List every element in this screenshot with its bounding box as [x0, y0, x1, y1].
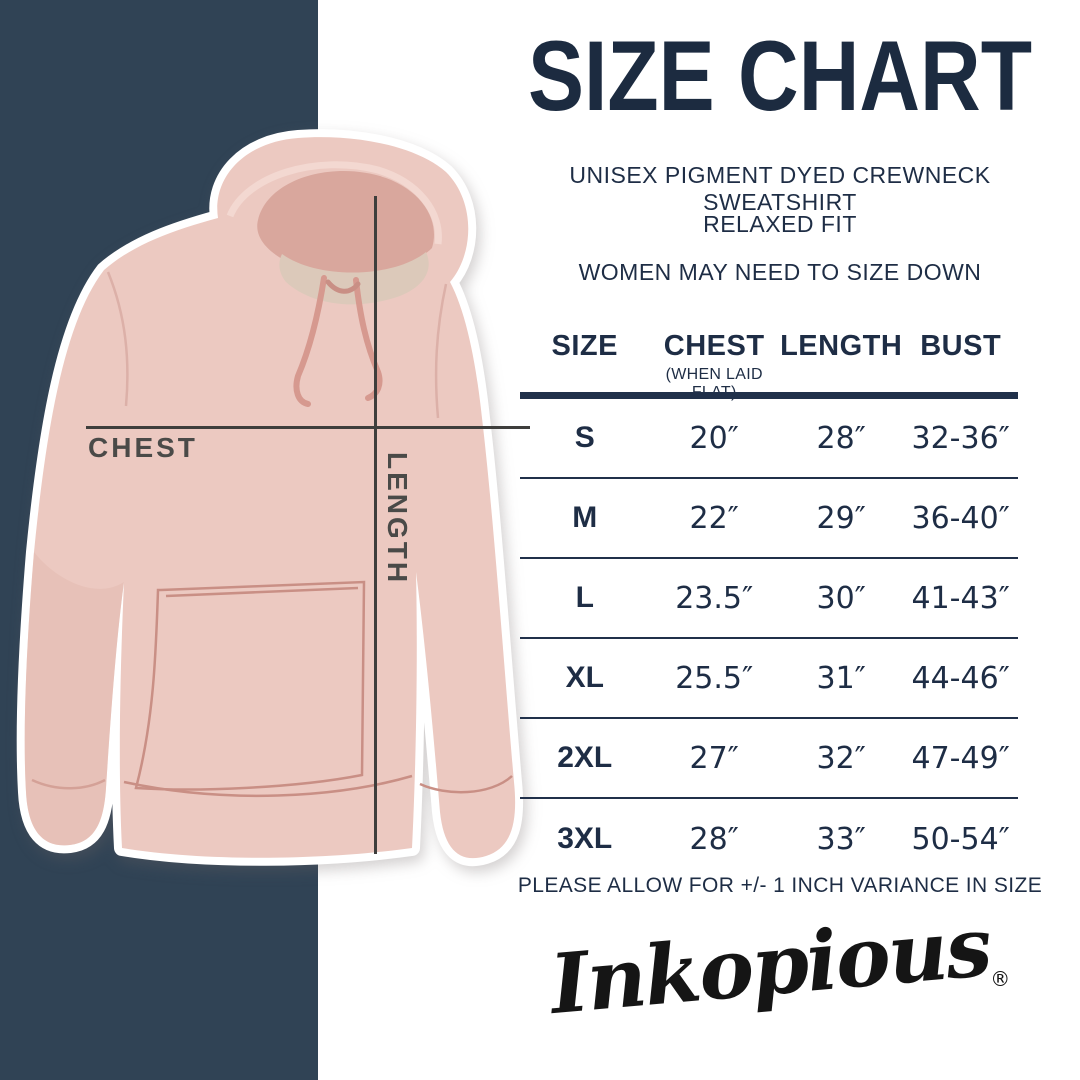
chest-cell: 27″: [689, 740, 739, 776]
size-cell: S: [574, 421, 595, 454]
size-cell: 2XL: [557, 741, 613, 774]
brand-logo: Inkopious®: [500, 899, 1060, 1033]
size-chart-panel: SIZE CHART UNISEX PIGMENT DYED CREWNECK …: [500, 0, 1060, 1080]
variance-note: PLEASE ALLOW FOR +/- 1 INCH VARIANCE IN …: [517, 874, 1043, 897]
size-cell: L: [575, 581, 594, 614]
bust-cell: 41-43″: [911, 580, 1010, 616]
column-header-chest: CHEST: [663, 330, 765, 362]
page-title: SIZE CHART: [528, 20, 1032, 132]
bust-cell: 32-36″: [911, 420, 1010, 456]
chest-label: CHEST: [88, 432, 198, 463]
size-cell: M: [572, 501, 598, 534]
hoodie-illustration: [16, 129, 524, 867]
chest-cell: 28″: [689, 821, 739, 857]
chest-cell: 20″: [689, 420, 739, 456]
table-row: L 23.5″ 30″ 41-43″: [520, 559, 1018, 639]
length-cell: 29″: [816, 500, 866, 536]
registered-mark: ®: [990, 967, 1011, 991]
bust-cell: 47-49″: [911, 740, 1010, 776]
table-body: S 20″ 28″ 32-36″ M 22″ 29″ 36-40″ L 23.5…: [520, 399, 1018, 879]
column-header-length: LENGTH: [780, 330, 903, 362]
chest-measure-line: [86, 426, 530, 429]
length-measure-line: [374, 196, 377, 854]
bust-cell: 44-46″: [911, 660, 1010, 696]
length-cell: 31″: [816, 660, 866, 696]
header-divider: [520, 392, 1018, 399]
subtitle-fit: RELAXED FIT: [703, 211, 857, 237]
subtitle-product: UNISEX PIGMENT DYED CREWNECK SWEATSHIRT: [569, 162, 991, 215]
table-row: 2XL 27″ 32″ 47-49″: [520, 719, 1018, 799]
chest-cell: 25.5″: [675, 660, 754, 696]
column-header-size: SIZE: [551, 330, 618, 362]
chest-cell: 23.5″: [675, 580, 754, 616]
size-cell: 3XL: [557, 822, 613, 855]
chest-cell: 22″: [689, 500, 739, 536]
brand-logo-text: Inkopious: [546, 898, 994, 1034]
bust-cell: 50-54″: [911, 821, 1010, 857]
length-cell: 32″: [816, 740, 866, 776]
length-label: LENGTH: [382, 452, 413, 586]
table-row: S 20″ 28″ 32-36″: [520, 399, 1018, 479]
bust-cell: 36-40″: [911, 500, 1010, 536]
subtitle-sizing-advice: WOMEN MAY NEED TO SIZE DOWN: [578, 259, 982, 285]
size-cell: XL: [565, 661, 604, 694]
table-row: 3XL 28″ 33″ 50-54″: [520, 799, 1018, 879]
length-cell: 33″: [816, 821, 866, 857]
table-header-row: SIZE CHEST LENGTH BUST: [520, 330, 1018, 363]
table-row: XL 25.5″ 31″ 44-46″: [520, 639, 1018, 719]
column-header-bust: BUST: [920, 330, 1002, 362]
hoodie-photo: [6, 120, 550, 900]
size-table: SIZE CHEST LENGTH BUST (WHEN LAID FLAT) …: [520, 322, 1018, 883]
length-cell: 28″: [816, 420, 866, 456]
table-row: M 22″ 29″ 36-40″: [520, 479, 1018, 559]
length-cell: 30″: [816, 580, 866, 616]
